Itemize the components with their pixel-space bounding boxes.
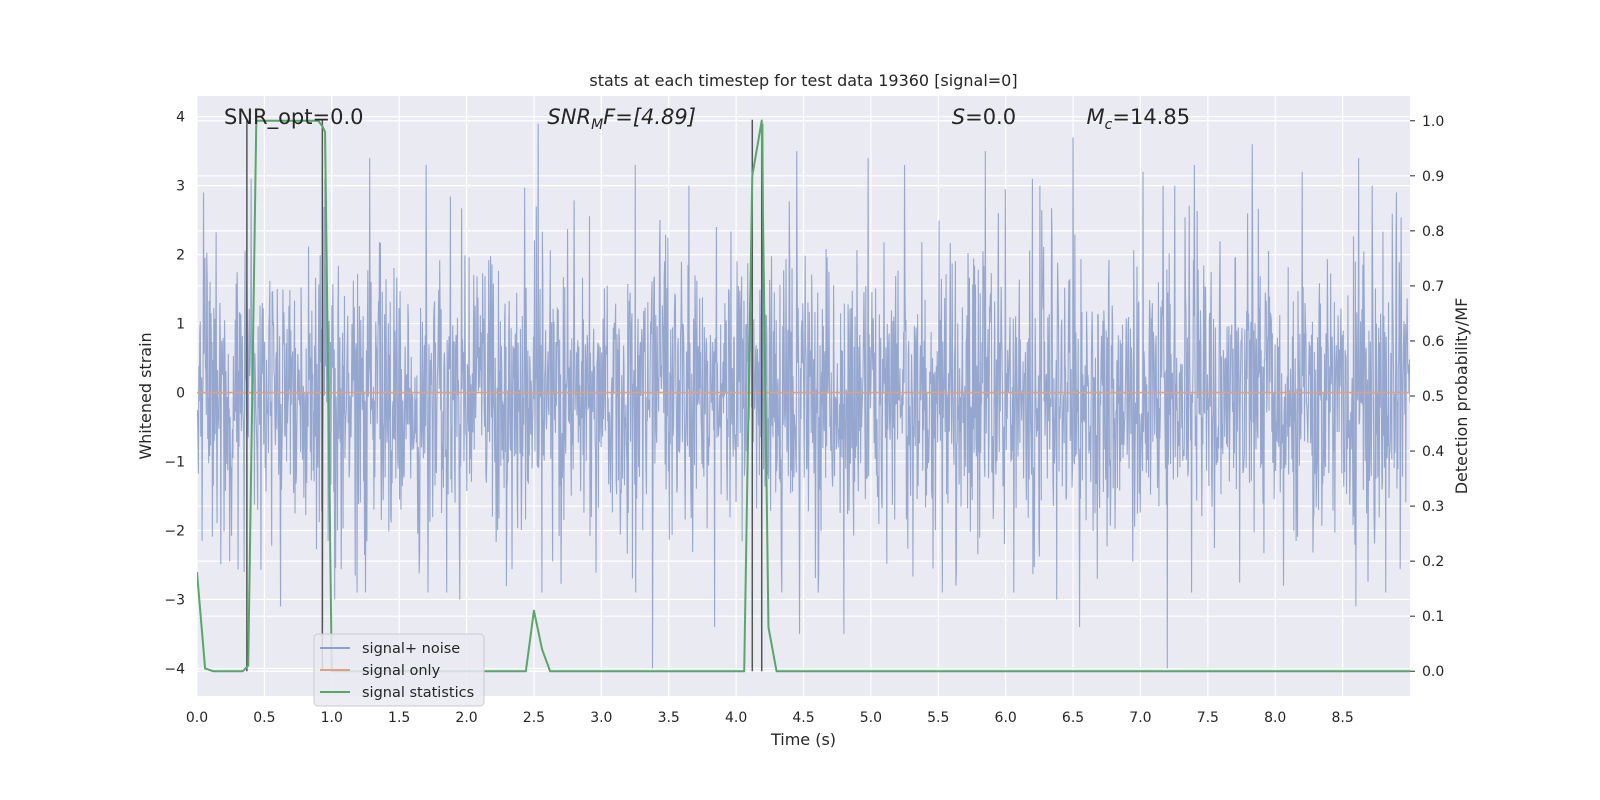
y-tick-label-left: 2 bbox=[176, 248, 185, 264]
legend: signal+ noise signal only signal statist… bbox=[313, 633, 485, 707]
tick-labels: 0.0 0.5 1.0 1.5 2.0 2.5 3.0 3.5 4.0 4.5 5.0 5.5 6.0 6… bbox=[164, 110, 1444, 726]
annotation-s-main: S bbox=[952, 105, 965, 129]
x-tick-label: 7.5 bbox=[1197, 710, 1219, 726]
x-tick-label: 5.5 bbox=[927, 710, 949, 726]
legend-label-signal-only: signal only bbox=[362, 663, 441, 679]
y-tick-label-right: 1.0 bbox=[1422, 114, 1444, 130]
y-tick-label-left: 3 bbox=[176, 179, 185, 195]
annotation-mc-rest: =14.85 bbox=[1112, 105, 1190, 129]
annotation-snr-mf-rest: F=[4.89] bbox=[603, 105, 696, 129]
x-tick-label: 7.0 bbox=[1129, 710, 1151, 726]
x-tick-label: 4.0 bbox=[725, 710, 747, 726]
x-tick-label: 0.5 bbox=[253, 710, 275, 726]
x-axis-label: Time (s) bbox=[770, 730, 836, 749]
y-axis-label-right: Detection probability/MF bbox=[1452, 298, 1471, 495]
annotation-mc-main: M bbox=[1087, 105, 1105, 129]
x-tick-label: 6.0 bbox=[995, 710, 1017, 726]
annotation-s: S=0.0 bbox=[952, 105, 1016, 129]
annotation-snr-opt: SNR_opt=0.0 bbox=[224, 105, 364, 130]
x-tick-label: 4.5 bbox=[792, 710, 814, 726]
y-tick-label-left: −4 bbox=[164, 661, 185, 677]
x-tick-label: 3.5 bbox=[658, 710, 680, 726]
annotation-s-rest: =0.0 bbox=[965, 105, 1016, 129]
y-tick-label-left: 0 bbox=[176, 386, 185, 402]
y-tick-label-right: 0.9 bbox=[1422, 169, 1444, 185]
y-tick-label-left: −1 bbox=[164, 455, 185, 471]
y-tick-label-left: 1 bbox=[176, 317, 185, 333]
annotation-snr-mf: SNRMF=[4.89] bbox=[547, 105, 696, 133]
x-tick-label: 8.5 bbox=[1331, 710, 1353, 726]
legend-label-signal-statistics: signal statistics bbox=[362, 685, 474, 701]
y-tick-label-left: 4 bbox=[176, 110, 185, 126]
y-tick-label-right: 0.5 bbox=[1422, 389, 1444, 405]
annotation-snr-mf-main: SNR bbox=[547, 105, 591, 129]
y-tick-label-right: 0.1 bbox=[1422, 609, 1444, 625]
x-tick-label: 1.5 bbox=[388, 710, 410, 726]
annotation-mc: Mc=14.85 bbox=[1087, 105, 1191, 133]
annotation-mc-sub: c bbox=[1105, 117, 1113, 133]
legend-label-signal-noise: signal+ noise bbox=[362, 641, 460, 657]
x-tick-label: 6.5 bbox=[1062, 710, 1084, 726]
y-tick-label-left: −3 bbox=[164, 592, 185, 608]
annotation-snr-mf-sub: M bbox=[591, 117, 603, 133]
legend-box bbox=[313, 633, 485, 707]
x-tick-label: 0.0 bbox=[186, 710, 208, 726]
y-tick-label-right: 0.2 bbox=[1422, 554, 1444, 570]
chart-title: stats at each timestep for test data 193… bbox=[589, 71, 1017, 90]
y-tick-label-right: 0.7 bbox=[1422, 279, 1444, 295]
y-tick-label-right: 0.4 bbox=[1422, 444, 1444, 460]
y-tick-label-left: −2 bbox=[164, 523, 185, 539]
y-tick-label-right: 0.8 bbox=[1422, 224, 1444, 240]
x-tick-label: 2.0 bbox=[455, 710, 477, 726]
x-tick-label: 2.5 bbox=[523, 710, 545, 726]
y-tick-label-right: 0.6 bbox=[1422, 334, 1444, 350]
x-tick-label: 1.0 bbox=[321, 710, 343, 726]
x-tick-label: 8.0 bbox=[1264, 710, 1286, 726]
y-axis-label-left: Whitened strain bbox=[136, 332, 155, 459]
y-tick-label-right: 0.3 bbox=[1422, 499, 1444, 515]
x-tick-label: 5.0 bbox=[860, 710, 882, 726]
y-tick-label-right: 0.0 bbox=[1422, 664, 1444, 680]
series-line-signal-noise bbox=[197, 123, 1410, 669]
x-tick-label: 3.0 bbox=[590, 710, 612, 726]
